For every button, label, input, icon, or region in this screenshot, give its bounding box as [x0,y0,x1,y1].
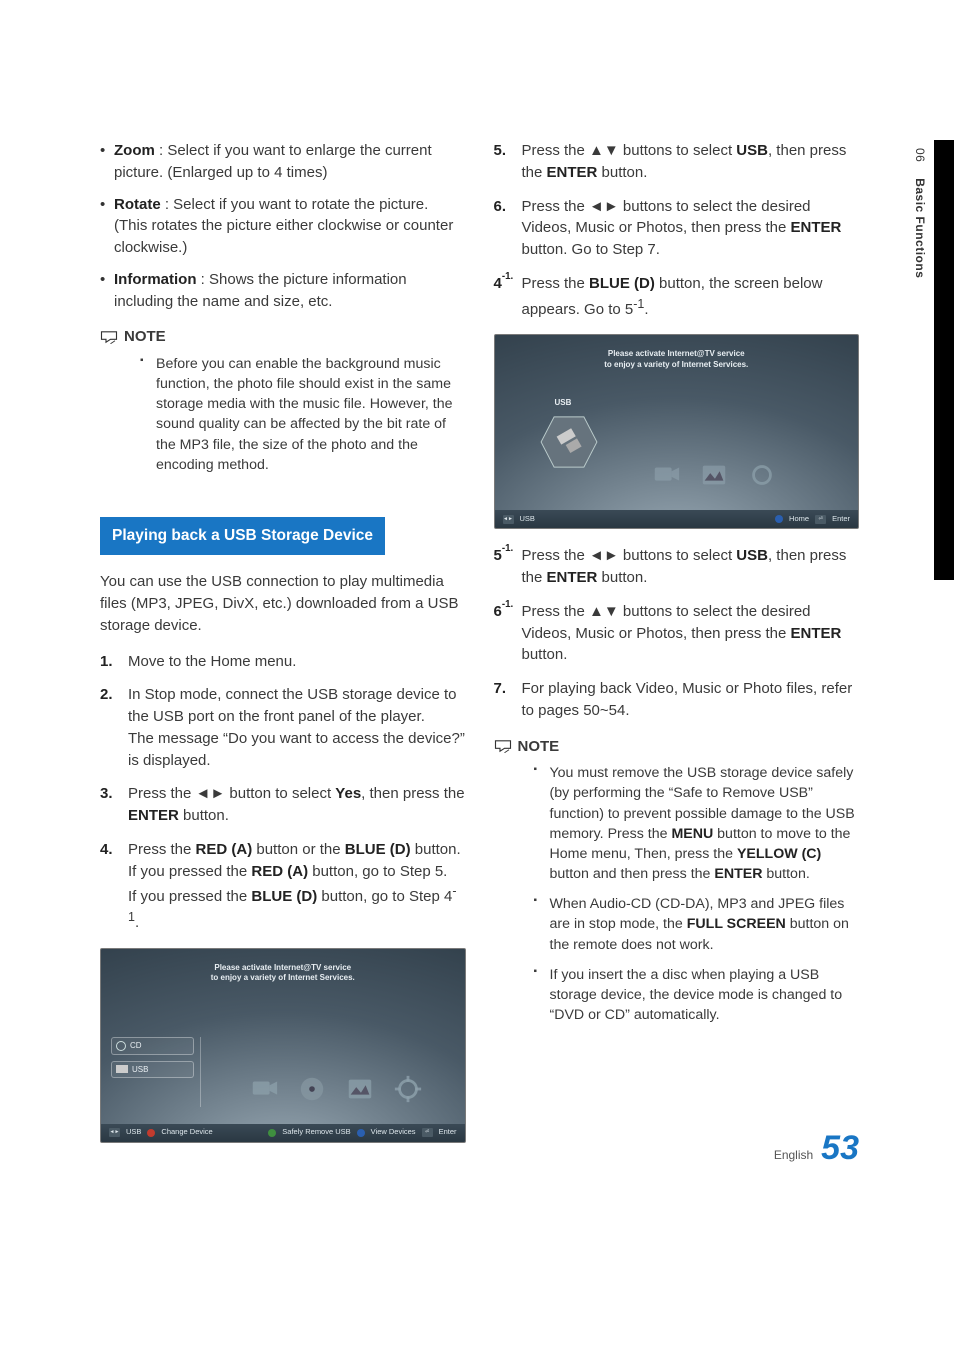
scr2-banner: Please activate Internet@TV service to e… [495,335,859,370]
scr-footer-usb: USB [126,1127,141,1138]
side-section-label: 06 Basic Functions [911,148,928,278]
note-icon [494,739,512,753]
home-menu-screenshot-1: Please activate Internet@TV service to e… [100,948,466,1143]
nav-key-icon: ◄► [503,515,514,524]
step-item: 5-1.Press the ◄► buttons to select USB, … [494,545,860,589]
feature-bullet: Information : Shows the picture informat… [100,269,466,313]
note-item: You must remove the USB storage device s… [534,763,860,884]
usb-select-screenshot: Please activate Internet@TV service to e… [494,334,860,529]
video-icon [247,1072,281,1106]
section-intro: You can use the USB connection to play m… [100,571,466,636]
scr-change-device: Change Device [161,1127,212,1138]
scr2-home: Home [789,514,809,525]
note-heading-right: NOTE [494,736,860,758]
scr2-banner-line2: to enjoy a variety of Internet Services. [495,360,859,370]
step-item: 4.Press the RED (A) button or the BLUE (… [100,839,466,934]
enter-key-icon: ⏎ [422,1128,433,1137]
note-item: If you insert the a disc when playing a … [534,965,860,1025]
nav-key-icon: ◄► [109,1128,120,1137]
red-a-key-icon [147,1129,155,1137]
feature-bullet: Zoom : Select if you want to enlarge the… [100,140,466,184]
blue-d-key-icon [357,1129,365,1137]
note-item: Before you can enable the background mus… [140,354,466,475]
enter-key-icon: ⏎ [815,515,826,524]
scr2-enter: Enter [832,514,850,525]
scr2-footer-usb: USB [520,514,535,525]
step-item: 3.Press the ◄► button to select Yes, the… [100,783,466,827]
footer-page-number: 53 [821,1124,859,1173]
feature-bullets: Zoom : Select if you want to enlarge the… [100,140,466,312]
usb-icon [116,1065,128,1073]
note-heading: NOTE [100,326,466,348]
step-item: 2.In Stop mode, connect the USB storage … [100,684,466,771]
photo-icon [343,1072,377,1106]
note-label-right: NOTE [518,736,560,758]
side-black-tab [934,140,954,580]
scr-view-devices: View Devices [371,1127,416,1138]
disc-icon [116,1041,126,1051]
note-label: NOTE [124,326,166,348]
scr-device-panel: CD USB [111,1037,201,1107]
note-list-left: Before you can enable the background mus… [100,354,466,475]
feature-bullet: Rotate : Select if you want to rotate th… [100,194,466,259]
footer-language: English [774,1147,813,1164]
right-steps-b: 5-1.Press the ◄► buttons to select USB, … [494,545,860,721]
scr-banner: Please activate Internet@TV service to e… [101,949,465,984]
green-b-key-icon [268,1129,276,1137]
step-item: 6-1.Press the ▲▼ buttons to select the d… [494,601,860,666]
scr2-usb-label: USB [555,397,572,409]
scr-cd-chip: CD [111,1037,194,1055]
scr-enter: Enter [439,1127,457,1138]
section-title: Basic Functions [913,178,927,278]
note-item: When Audio-CD (CD-DA), MP3 and JPEG file… [534,894,860,954]
right-column: 5.Press the ▲▼ buttons to select USB, th… [494,140,860,1143]
blue-d-key-icon [775,515,783,523]
step-item: 1.Move to the Home menu. [100,651,466,673]
scr-footer-bar: ◄► USB Change Device Safely Remove USB V… [101,1124,465,1142]
scr2-banner-line1: Please activate Internet@TV service [495,349,859,359]
left-steps-list: 1.Move to the Home menu. 2.In Stop mode, … [100,651,466,934]
scr-cd-label: CD [130,1040,142,1052]
step-item: 6.Press the ◄► buttons to select the des… [494,196,860,261]
right-steps-a: 5.Press the ▲▼ buttons to select USB, th… [494,140,860,320]
music-icon [295,1072,329,1106]
scr2-footer-bar: ◄► USB Home ⏎ Enter [495,510,859,528]
scr-usb-label: USB [132,1064,148,1076]
page-footer: English 53 [774,1124,859,1173]
step-item: 7.For playing back Video, Music or Photo… [494,678,860,722]
scr-category-icons [221,1072,451,1106]
note-icon [100,330,118,344]
section-heading-bar: Playing back a USB Storage Device [100,517,385,555]
scr-usb-chip: USB [111,1061,194,1079]
settings-icon [745,458,779,492]
step-item: 4-1.Press the BLUE (D) button, the scree… [494,273,860,321]
settings-icon [391,1072,425,1106]
photo-icon [697,458,731,492]
scr-banner-line2: to enjoy a variety of Internet Services. [101,973,465,983]
step-item: 5.Press the ▲▼ buttons to select USB, th… [494,140,860,184]
left-column: Zoom : Select if you want to enlarge the… [100,140,466,1143]
video-icon [649,458,683,492]
scr-safe-remove: Safely Remove USB [282,1127,350,1138]
section-number: 06 [913,148,927,162]
scr-banner-line1: Please activate Internet@TV service [101,963,465,973]
scr2-category-icons [585,458,845,492]
note-list-right: You must remove the USB storage device s… [494,763,860,1025]
